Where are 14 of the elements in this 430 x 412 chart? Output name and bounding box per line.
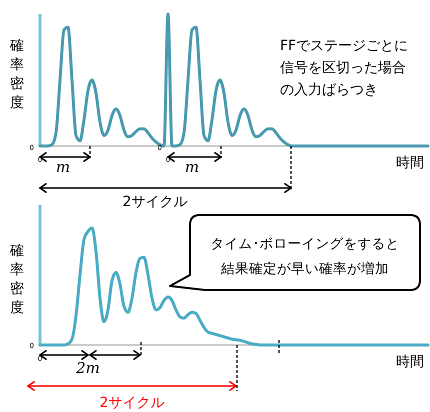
annotation: 結果確定が早い確率が増加: [220, 260, 389, 277]
x-axis-title: 時間: [396, 155, 424, 171]
annotation: の入力ばらつき: [280, 82, 378, 98]
annotation: タイム･ボローイングをすると: [210, 236, 400, 252]
x-axis-title: 時間: [396, 354, 424, 370]
y-axis-title: 確率密度: [9, 38, 24, 111]
annotation: FFでステージごとに: [280, 38, 408, 54]
y-axis-title: 確率密度: [9, 243, 24, 316]
text: m: [56, 158, 70, 176]
text: 2m: [75, 359, 100, 377]
annotation: 信号を区切った場合: [280, 60, 406, 76]
text: 2サイクル: [100, 395, 164, 411]
text: 2サイクル: [122, 194, 188, 210]
text: m: [184, 158, 200, 176]
